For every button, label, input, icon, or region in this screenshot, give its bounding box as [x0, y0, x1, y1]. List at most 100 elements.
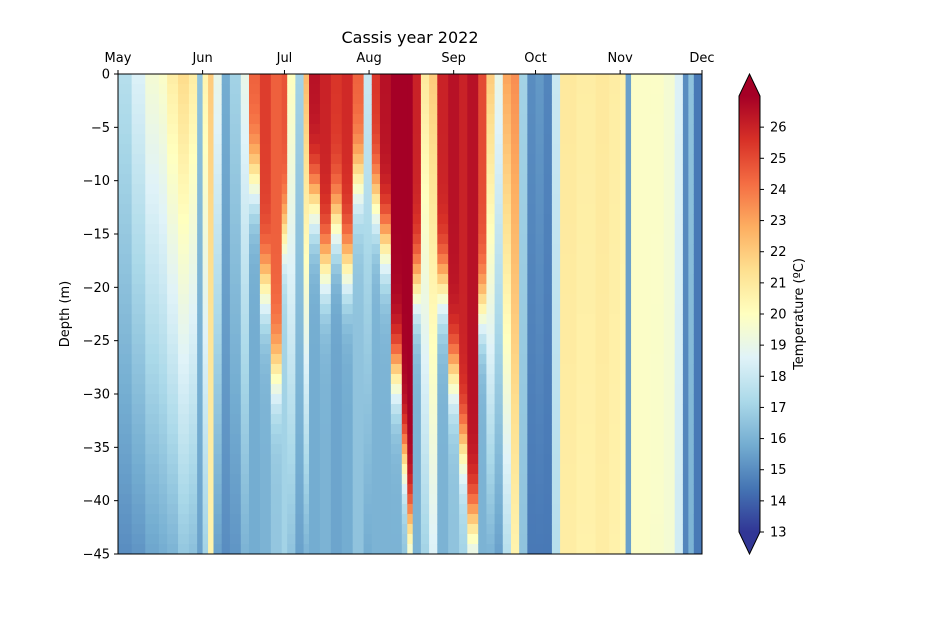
heatmap-cell — [131, 514, 146, 525]
heatmap-cell — [281, 444, 288, 455]
heatmap-cell — [287, 74, 296, 85]
heatmap-cell — [459, 534, 468, 545]
heatmap-cell — [625, 454, 632, 465]
heatmap-cell — [609, 444, 621, 455]
heatmap-cell — [379, 314, 392, 325]
heatmap-cell — [188, 444, 198, 455]
heatmap-cell — [407, 334, 414, 345]
heatmap-cell — [429, 164, 438, 175]
heatmap-cell — [535, 284, 545, 295]
heatmap-cell — [595, 514, 610, 525]
heatmap-cell — [371, 464, 381, 475]
heatmap-cell — [609, 454, 621, 465]
heatmap-cell — [535, 254, 545, 265]
heatmap-cell — [281, 184, 288, 195]
heatmap-cell — [229, 314, 242, 325]
heatmap-cell — [437, 534, 449, 545]
heatmap-cell — [502, 244, 512, 255]
heatmap-cell — [688, 204, 695, 215]
colorbar-tick-label: 24 — [770, 183, 787, 198]
heatmap-cell — [363, 314, 373, 325]
heatmap-cell — [270, 424, 283, 435]
heatmap-cell — [240, 464, 250, 475]
heatmap-cell — [429, 414, 438, 425]
heatmap-cell — [259, 534, 272, 545]
heatmap-cell — [259, 344, 272, 355]
y-tick-label: −45 — [83, 548, 110, 563]
heatmap-cell — [240, 454, 250, 465]
heatmap-cell — [188, 174, 198, 185]
heatmap-cell — [437, 354, 449, 365]
heatmap-cell — [158, 534, 168, 545]
heatmap-cell — [650, 414, 665, 425]
heatmap-cell — [330, 364, 343, 375]
heatmap-cell — [202, 364, 209, 375]
heatmap-cell — [341, 384, 354, 395]
heatmap-cell — [519, 374, 528, 385]
heatmap-cell — [620, 384, 627, 395]
heatmap-cell — [663, 154, 676, 165]
heatmap-cell — [510, 394, 520, 405]
heatmap-cell — [281, 74, 288, 85]
heatmap-cell — [371, 404, 381, 415]
heatmap-cell — [221, 374, 231, 385]
heatmap-cell — [178, 524, 190, 535]
heatmap-cell — [576, 194, 597, 205]
heatmap-cell — [650, 324, 665, 335]
heatmap-cell — [188, 214, 198, 225]
heatmap-cell — [625, 314, 632, 325]
heatmap-cell — [420, 394, 430, 405]
heatmap-cell — [303, 164, 310, 175]
heatmap-cell — [363, 164, 373, 175]
heatmap-cell — [429, 374, 438, 385]
heatmap-cell — [295, 364, 305, 375]
heatmap-cell — [407, 194, 414, 205]
heatmap-cell — [650, 484, 665, 495]
heatmap-cell — [412, 404, 422, 415]
heatmap-cell — [420, 154, 430, 165]
heatmap-cell — [543, 544, 553, 554]
heatmap-cell — [429, 454, 438, 465]
heatmap-cell — [625, 324, 632, 335]
heatmap-cell — [682, 244, 689, 255]
heatmap-cell — [688, 184, 695, 195]
heatmap-cell — [303, 144, 310, 155]
heatmap-cell — [229, 84, 242, 95]
heatmap-cell — [309, 84, 321, 95]
heatmap-cell — [459, 264, 468, 275]
heatmap-cell — [240, 134, 250, 145]
heatmap-cell — [240, 114, 250, 125]
heatmap-cell — [352, 294, 365, 305]
heatmap-cell — [197, 464, 204, 475]
heatmap-cell — [663, 524, 676, 535]
heatmap-cell — [303, 404, 310, 415]
heatmap-cell — [595, 294, 610, 305]
heatmap-cell — [486, 304, 496, 315]
heatmap-cell — [459, 524, 468, 535]
heatmap-cell — [620, 154, 627, 165]
heatmap-cell — [543, 364, 553, 375]
heatmap-cell — [259, 434, 272, 445]
heatmap-cell — [379, 354, 392, 365]
heatmap-cell — [688, 424, 695, 435]
heatmap-cell — [663, 224, 676, 235]
heatmap-cell — [693, 334, 702, 345]
heatmap-cell — [131, 464, 146, 475]
heatmap-cell — [197, 134, 204, 145]
heatmap-cell — [341, 544, 354, 554]
heatmap-cell — [167, 294, 179, 305]
heatmap-cell — [551, 394, 561, 405]
heatmap-cell — [620, 124, 627, 135]
heatmap-cell — [178, 334, 190, 345]
heatmap-cell — [240, 214, 250, 225]
heatmap-cell — [208, 394, 215, 405]
heatmap-cell — [202, 384, 209, 395]
heatmap-cell — [229, 354, 242, 365]
heatmap-cell — [519, 274, 528, 285]
heatmap-cell — [167, 104, 179, 115]
x-axis: May Jun Jul Aug Sep Oct Nov Dec — [105, 51, 715, 74]
heatmap-cell — [478, 184, 488, 195]
heatmap-cell — [197, 414, 204, 425]
heatmap-cell — [158, 274, 168, 285]
heatmap-cell — [407, 74, 414, 85]
